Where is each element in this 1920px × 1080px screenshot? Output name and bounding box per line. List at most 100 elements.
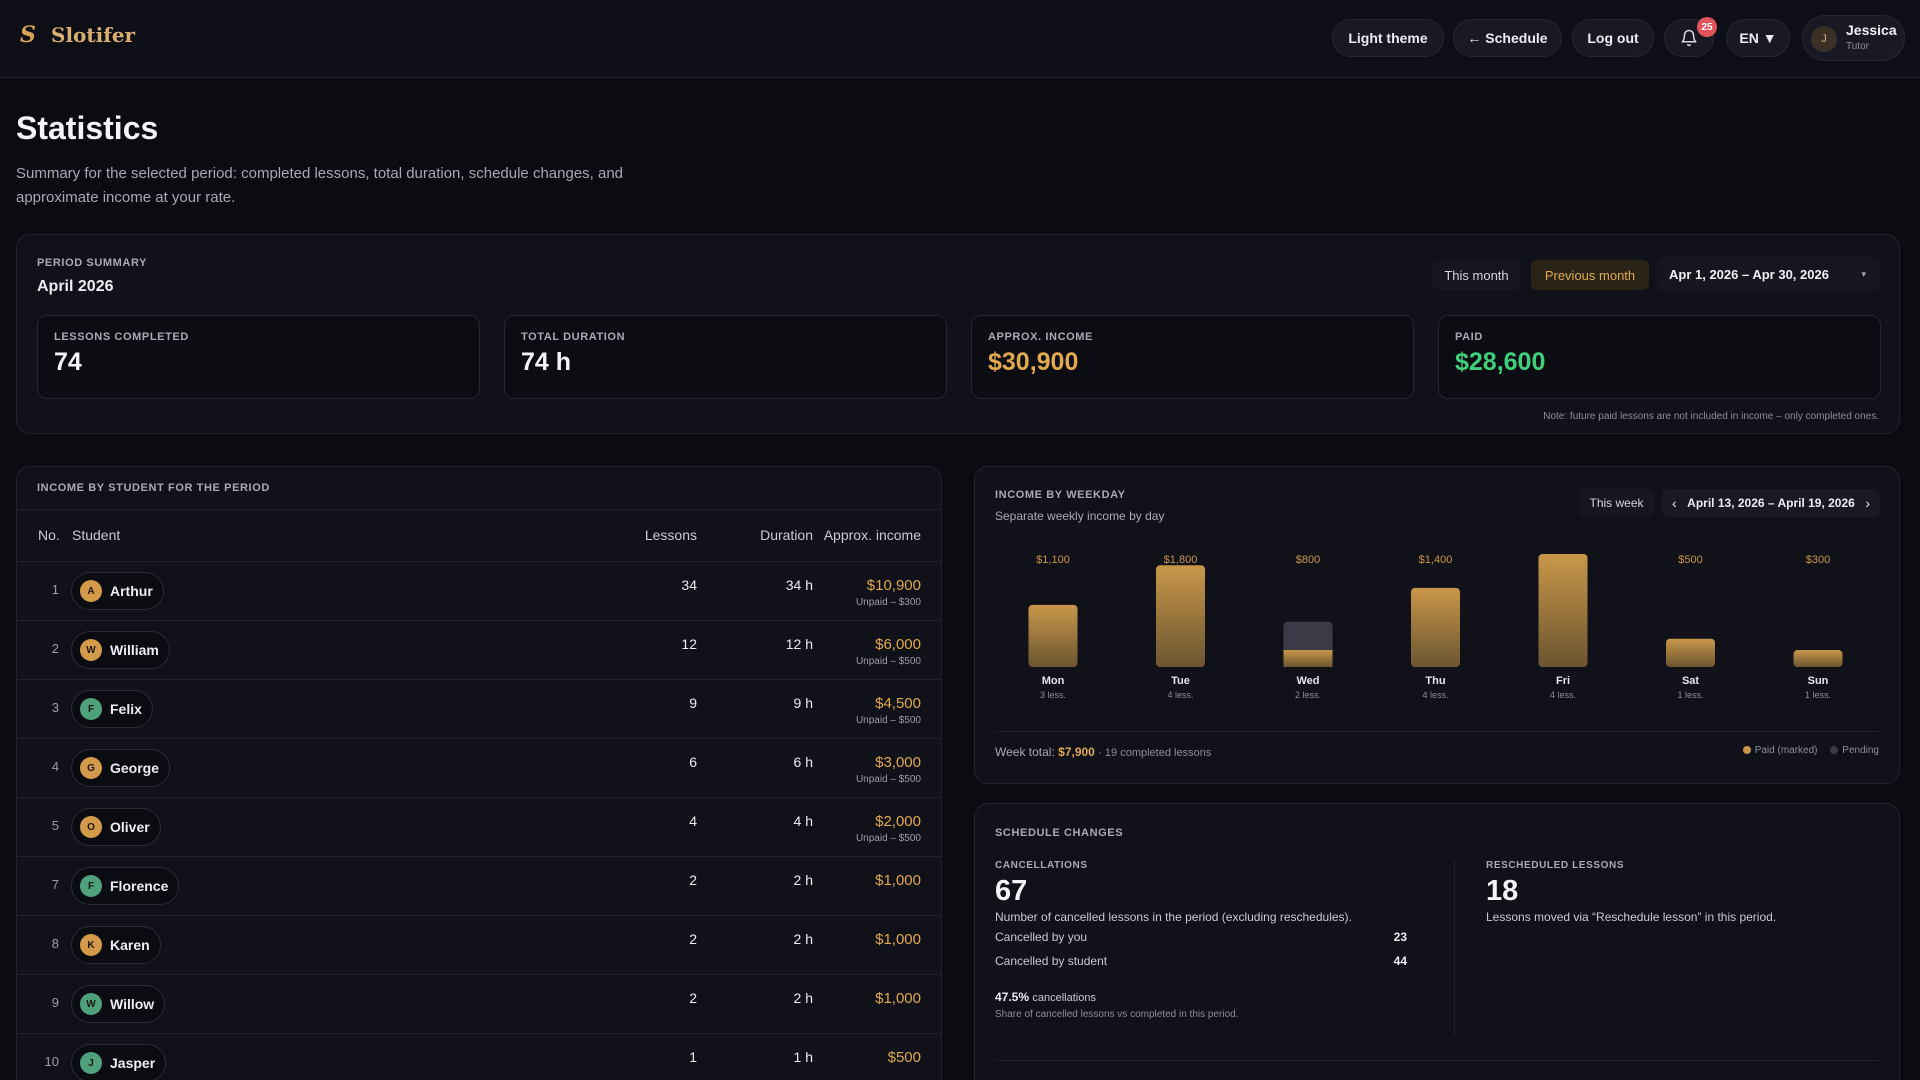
schedule-button[interactable]: ← Schedule (1453, 19, 1562, 57)
weekday-section-label: INCOME BY WEEKDAY (995, 489, 1126, 501)
student-chip[interactable]: J Jasper (71, 1044, 167, 1080)
user-name: Jessica (1846, 22, 1897, 38)
student-chip[interactable]: F Florence (71, 867, 180, 905)
row-number: 1 (51, 582, 59, 597)
bar-value-label: $1,800 (1164, 554, 1198, 566)
student-avatar: A (80, 580, 102, 602)
cancelled-by-you-value: 23 (1393, 930, 1407, 944)
table-row[interactable]: 5 O Oliver 4 4 h $2,000 Unpaid – $500 (17, 797, 941, 856)
student-name: Karen (110, 937, 150, 953)
week-total-value: $7,900 (1058, 745, 1095, 759)
unpaid-value: Unpaid – $500 (855, 833, 921, 844)
stat-card-income: APPROX. INCOME $30,900 (971, 315, 1414, 399)
row-number: 3 (51, 700, 59, 715)
paid-bar (1538, 554, 1588, 667)
lessons-count: 12 (681, 636, 697, 652)
student-chip[interactable]: K Karen (71, 926, 161, 964)
income-value: $1,000 (875, 931, 921, 948)
paid-bar (1793, 650, 1843, 667)
unpaid-value: Unpaid – $500 (855, 656, 921, 667)
income-value: $500 (887, 1049, 921, 1066)
row-number: 2 (51, 641, 59, 656)
day-label: Fri (1556, 675, 1570, 687)
column-header-lessons[interactable]: Lessons (644, 527, 697, 543)
day-label: Sat (1682, 675, 1699, 687)
table-row[interactable]: 2 W William 12 12 h $6,000 Unpaid – $500 (17, 620, 941, 679)
student-name: Florence (110, 878, 169, 894)
cancellation-rate-label: cancellations (1032, 992, 1096, 1004)
student-chip[interactable]: O Oliver (71, 808, 161, 846)
student-chip[interactable]: F Felix (71, 690, 153, 728)
student-avatar: F (80, 698, 102, 720)
student-avatar: W (80, 993, 102, 1015)
date-range-select[interactable]: Apr 1, 2026 – Apr 30, 2026 ▾ (1657, 257, 1880, 291)
income-by-weekday-card: INCOME BY WEEKDAY Separate weekly income… (974, 466, 1900, 784)
student-chip[interactable]: G George (71, 749, 171, 787)
light-theme-button[interactable]: Light theme (1332, 19, 1444, 57)
table-row[interactable]: 10 J Jasper 1 1 h $500 (17, 1033, 941, 1080)
column-header-income[interactable]: Approx. income (823, 527, 921, 543)
row-number: 7 (51, 877, 59, 892)
income-note: Note: future paid lessons are not includ… (1543, 411, 1879, 422)
week-range-value: April 13, 2026 – April 19, 2026 (1687, 496, 1855, 510)
language-select[interactable]: EN ▼ (1726, 19, 1790, 57)
table-row[interactable]: 9 W Willow 2 2 h $1,000 (17, 974, 941, 1033)
column-header-duration[interactable]: Duration (760, 527, 813, 543)
table-row[interactable]: 3 F Felix 9 9 h $4,500 Unpaid – $500 (17, 679, 941, 738)
table-row[interactable]: 4 G George 6 6 h $3,000 Unpaid – $500 (17, 738, 941, 797)
week-total-label: Week total: (995, 745, 1055, 759)
logout-button[interactable]: Log out (1572, 19, 1654, 57)
week-total: Week total: $7,900 · 19 completed lesson… (995, 745, 1211, 759)
this-month-button[interactable]: This month (1432, 260, 1521, 290)
income-by-student-card: INCOME BY STUDENT FOR THE PERIOD No. Stu… (16, 466, 942, 1080)
student-name: William (110, 642, 159, 658)
app-name: Slotifer (51, 23, 136, 47)
next-week-button[interactable]: › (1865, 495, 1870, 511)
rescheduled-description: Lessons moved via “Reschedule lesson” in… (1486, 910, 1777, 924)
unpaid-value: Unpaid – $500 (855, 715, 921, 726)
schedule-section-label: SCHEDULE CHANGES (995, 827, 1124, 839)
cancelled-by-you-label: Cancelled by you (995, 930, 1088, 944)
stat-label: APPROX. INCOME (988, 331, 1093, 343)
row-number: 9 (51, 995, 59, 1010)
table-row[interactable]: 8 K Karen 2 2 h $1,000 (17, 915, 941, 974)
income-value: $3,000 (875, 754, 921, 771)
bar-value-label: $2,000 (1546, 554, 1580, 566)
divider (17, 509, 941, 510)
rescheduled-label: RESCHEDULED LESSONS (1486, 860, 1625, 871)
student-chip[interactable]: W Willow (71, 985, 166, 1023)
day-label: Thu (1425, 675, 1445, 687)
day-label: Wed (1296, 675, 1319, 687)
date-range-value: Apr 1, 2026 – Apr 30, 2026 (1669, 266, 1829, 282)
bar-value-label: $300 (1806, 554, 1830, 566)
bell-icon (1681, 29, 1697, 47)
user-menu[interactable]: J Jessica Tutor (1802, 15, 1905, 61)
lessons-count: 2 (689, 872, 697, 888)
income-value: $4,500 (875, 695, 921, 712)
table-row[interactable]: 1 A Arthur 34 34 h $10,900 Unpaid – $300 (17, 561, 941, 620)
lessons-count: 1 (689, 1049, 697, 1065)
this-week-button[interactable]: This week (1579, 489, 1654, 517)
cancellations-value: 67 (995, 875, 1028, 907)
column-header-student[interactable]: Student (72, 527, 121, 543)
rescheduled-block: RESCHEDULED LESSONS 18 Lessons moved via… (1486, 860, 1876, 924)
unpaid-value: Unpaid – $500 (855, 774, 921, 785)
previous-week-button[interactable]: ‹ (1672, 495, 1677, 511)
student-name: Oliver (110, 819, 150, 835)
logo-icon: S (20, 22, 36, 48)
week-total-suffix: · 19 completed lessons (1098, 747, 1212, 759)
lessons-count: 2 (689, 990, 697, 1006)
table-row[interactable]: 7 F Florence 2 2 h $1,000 (17, 856, 941, 915)
stat-value: $28,600 (1455, 348, 1546, 376)
paid-bar (1411, 587, 1460, 667)
previous-month-button[interactable]: Previous month (1531, 260, 1649, 290)
column-header-no[interactable]: No. (38, 527, 60, 543)
chart-legend: Paid (marked) Pending (1742, 745, 1879, 756)
student-chip[interactable]: A Arthur (71, 572, 164, 610)
notifications-button[interactable]: 25 (1664, 17, 1717, 57)
bar-value-label: $1,100 (1036, 554, 1070, 566)
app-logo[interactable]: S Slotifer (15, 22, 135, 48)
income-value: $1,000 (875, 872, 921, 889)
student-chip[interactable]: W William (71, 631, 170, 669)
stat-card-lessons: LESSONS COMPLETED 74 (37, 315, 480, 399)
